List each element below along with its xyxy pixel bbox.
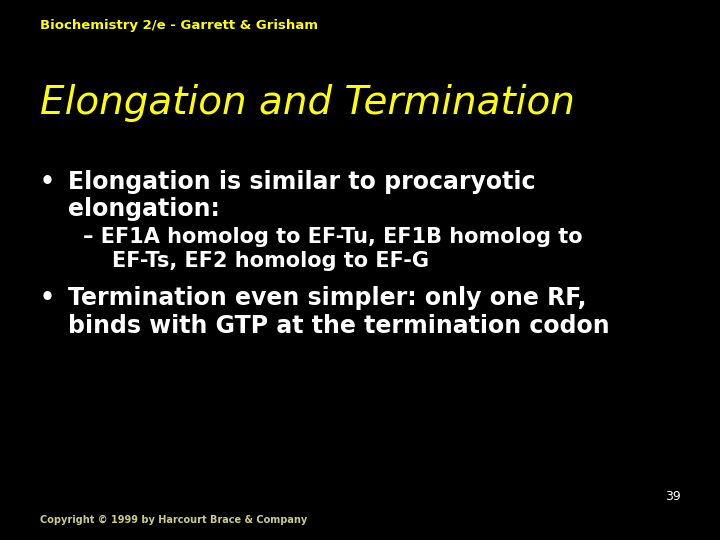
Text: Termination even simpler: only one RF,: Termination even simpler: only one RF, bbox=[68, 286, 587, 310]
Text: 39: 39 bbox=[665, 490, 680, 503]
Text: Elongation is similar to procaryotic: Elongation is similar to procaryotic bbox=[68, 170, 536, 194]
Text: Biochemistry 2/e - Garrett & Grisham: Biochemistry 2/e - Garrett & Grisham bbox=[40, 19, 318, 32]
Text: Elongation and Termination: Elongation and Termination bbox=[40, 84, 575, 122]
Text: elongation:: elongation: bbox=[68, 197, 220, 221]
Text: •: • bbox=[40, 170, 55, 194]
Text: – EF1A homolog to EF-Tu, EF1B homolog to: – EF1A homolog to EF-Tu, EF1B homolog to bbox=[83, 227, 582, 247]
Text: Copyright © 1999 by Harcourt Brace & Company: Copyright © 1999 by Harcourt Brace & Com… bbox=[40, 515, 307, 525]
Text: binds with GTP at the termination codon: binds with GTP at the termination codon bbox=[68, 314, 610, 338]
Text: •: • bbox=[40, 286, 55, 310]
Text: EF-Ts, EF2 homolog to EF-G: EF-Ts, EF2 homolog to EF-G bbox=[83, 251, 429, 271]
